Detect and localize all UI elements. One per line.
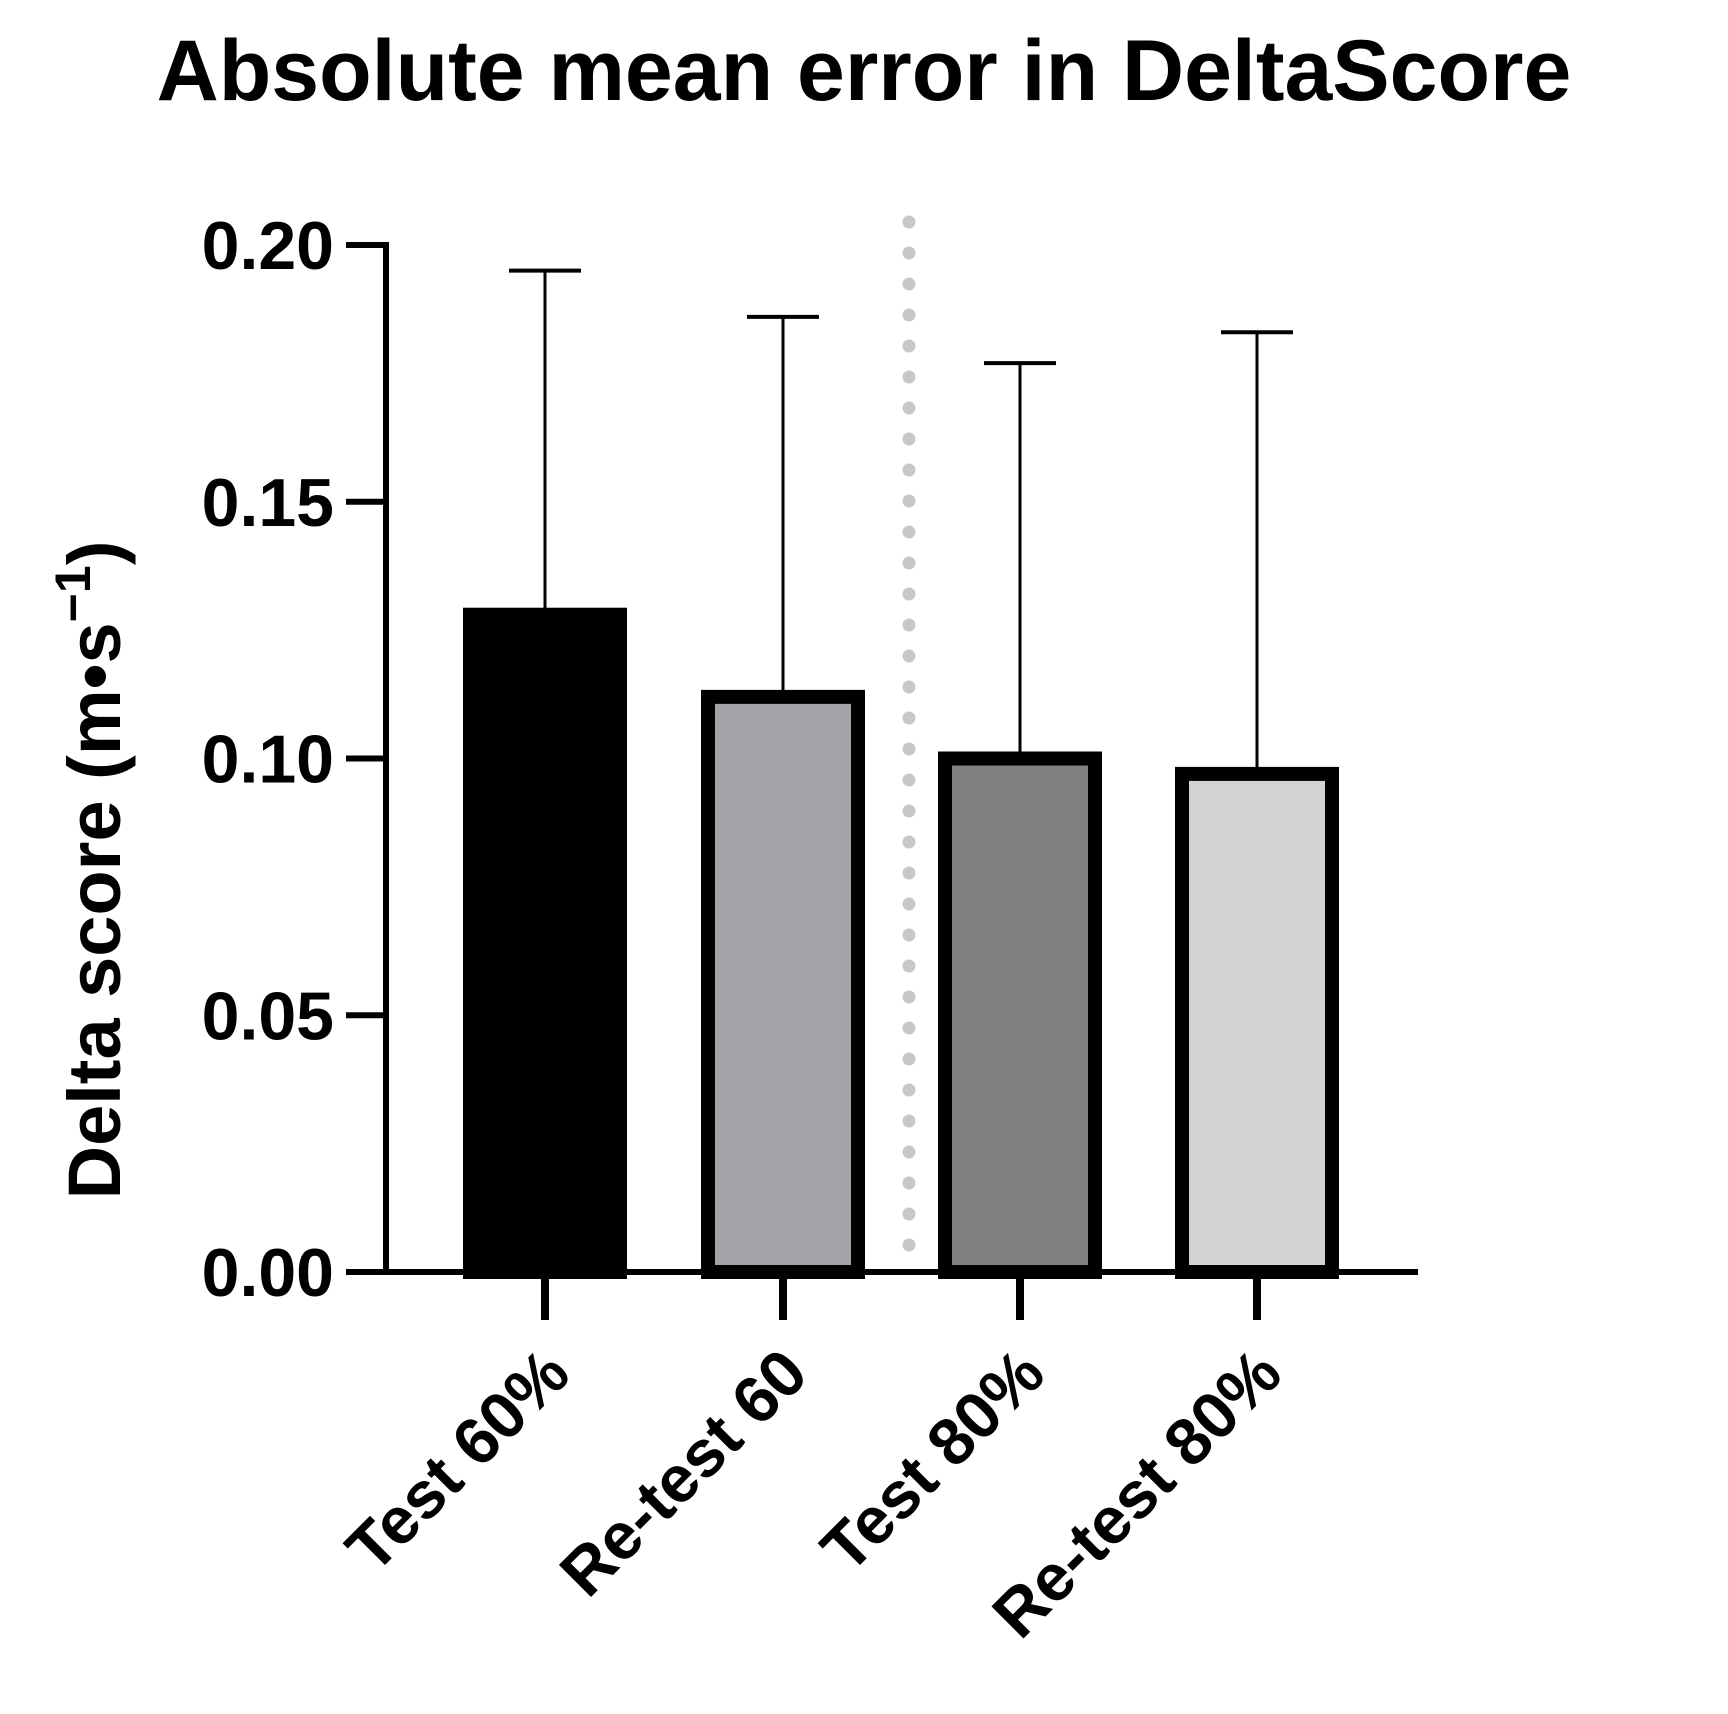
x-tick-label: Re-test 60 <box>546 1335 821 1610</box>
y-tick-label: 0.15 <box>202 465 334 541</box>
x-tick-label: Test 80% <box>807 1335 1058 1586</box>
bar <box>701 689 865 1279</box>
bars <box>463 607 1339 1280</box>
error-bars <box>509 268 1293 774</box>
bar <box>938 751 1102 1279</box>
y-tick-labels: 0.00 0.05 0.10 0.15 0.20 <box>202 208 334 1311</box>
bar <box>1175 766 1339 1280</box>
x-tick-label: Test 60% <box>332 1335 583 1586</box>
y-tick-label: 0.00 <box>202 1235 334 1311</box>
y-tick-label: 0.05 <box>202 978 334 1054</box>
y-tick-label: 0.20 <box>202 208 334 284</box>
y-tick-label: 0.10 <box>202 722 334 798</box>
y-axis-label: Delta score (m•s−1) <box>45 541 136 1200</box>
chart-title: Absolute mean error in DeltaScore <box>157 23 1572 119</box>
bar <box>463 607 627 1279</box>
